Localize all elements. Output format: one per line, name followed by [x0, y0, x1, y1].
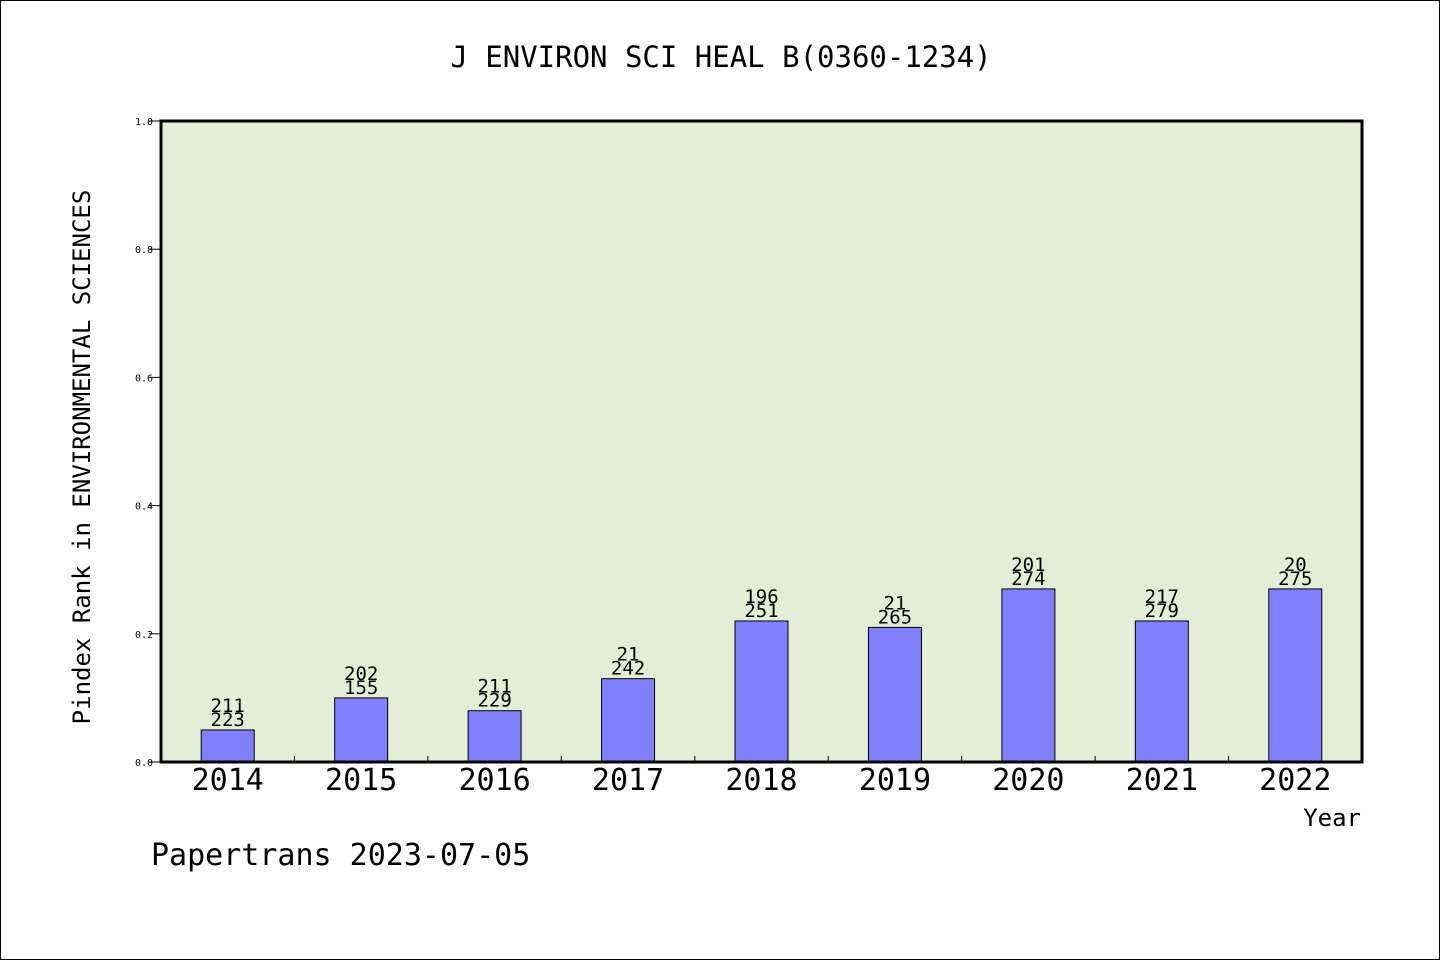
bar-2020	[1001, 588, 1056, 763]
bar-2022	[1268, 588, 1323, 763]
x-tick-label: 2015	[325, 763, 397, 798]
x-tick-label: 2021	[1126, 763, 1198, 798]
bar-2014	[200, 729, 255, 763]
y-tick-label: 0.0	[135, 758, 153, 769]
bar-label-bottom: 223	[211, 709, 245, 731]
x-axis-label: Year	[1303, 804, 1361, 832]
bar-2021	[1134, 620, 1189, 763]
x-tick-label: 2018	[725, 763, 797, 798]
bar-label-bottom: 242	[611, 658, 645, 680]
bars-group	[200, 588, 1323, 763]
bar-label-top: 21	[883, 592, 906, 614]
bar-label-top: 217	[1145, 586, 1179, 608]
y-tick-label: 0.4	[135, 502, 153, 513]
y-axis-ticks: 0.0 0.2 0.4 0.6 0.8 1.0	[135, 117, 161, 769]
bar-label-bottom: 274	[1011, 568, 1045, 590]
bar-2018	[734, 620, 789, 763]
bar-label-top: 201	[1011, 554, 1045, 576]
y-axis-label: Pindex Rank in ENVIRONMENTAL SCIENCES	[68, 190, 96, 725]
bar-label-top: 202	[344, 663, 378, 685]
bar-label-bottom: 275	[1278, 568, 1312, 590]
bar-label-top: 196	[744, 586, 778, 608]
bar-label-bottom: 251	[744, 600, 778, 622]
y-tick-label: 0.8	[135, 245, 153, 256]
y-tick-label: 0.6	[135, 373, 153, 384]
bar-2016	[467, 710, 522, 763]
chart-title: J ENVIRON SCI HEAL B(0360-1234)	[450, 40, 991, 74]
x-tick-label: 2019	[859, 763, 931, 798]
bar-label-top: 21	[617, 644, 640, 666]
y-tick-label: 0.2	[135, 630, 153, 641]
x-tick-label: 2014	[192, 763, 264, 798]
bar-2017	[601, 678, 656, 763]
bar-label-top: 20	[1284, 554, 1307, 576]
bar-2015	[334, 697, 389, 763]
bar-label-top: 211	[477, 676, 511, 698]
x-tick-label: 2022	[1259, 763, 1331, 798]
bar-label-bottom: 229	[477, 690, 511, 712]
x-tick-label: 2017	[592, 763, 664, 798]
plot-border	[159, 119, 1364, 764]
bar-label-bottom: 265	[878, 606, 912, 628]
bar-label-top: 211	[211, 695, 245, 717]
x-tick-label: 2020	[992, 763, 1064, 798]
bar-label-bottom: 279	[1145, 600, 1179, 622]
y-tick-label: 1.0	[135, 117, 153, 128]
footer-credit: Papertrans 2023-07-05	[151, 838, 530, 873]
bar-label-bottom: 155	[344, 677, 378, 699]
x-tick-label: 2016	[458, 763, 530, 798]
x-axis-ticks: 2014 2015 2016 2017 2018 2019 2020 2021 2022	[192, 756, 1331, 798]
bar-2019	[867, 626, 922, 763]
